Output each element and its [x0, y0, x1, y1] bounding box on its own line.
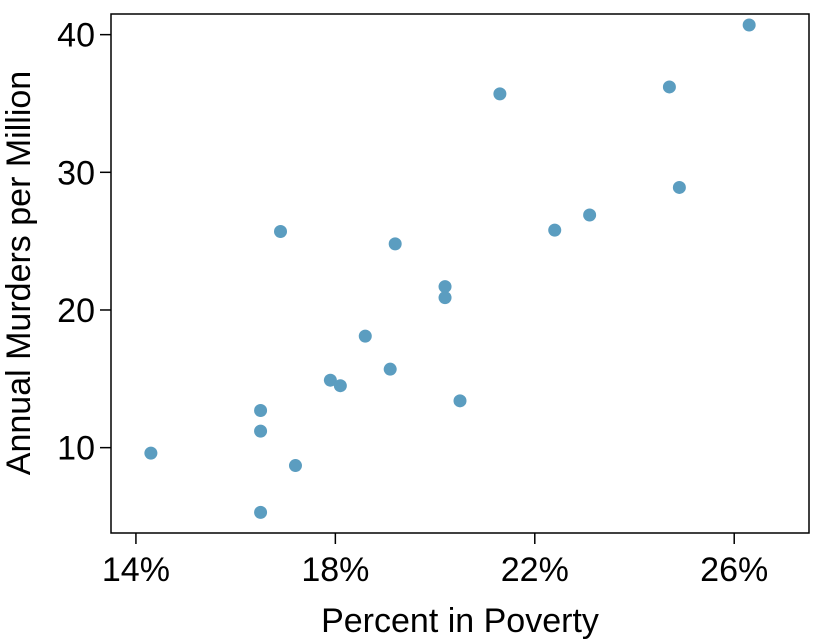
- y-tick-label: 30: [57, 154, 95, 192]
- data-point: [438, 291, 452, 305]
- data-point: [274, 225, 288, 239]
- data-point: [254, 424, 268, 438]
- data-point: [383, 362, 397, 376]
- data-point: [742, 18, 756, 32]
- y-tick-label: 40: [57, 17, 95, 55]
- data-points: [144, 18, 756, 519]
- data-point: [333, 379, 347, 393]
- data-point: [388, 237, 402, 251]
- data-point: [548, 223, 562, 237]
- data-point: [493, 87, 507, 101]
- data-point: [662, 80, 676, 94]
- data-point: [672, 180, 686, 194]
- data-point: [583, 208, 597, 222]
- data-point: [358, 329, 372, 343]
- data-point: [453, 394, 467, 408]
- data-point: [288, 459, 302, 473]
- data-point: [323, 373, 337, 387]
- x-tick-label: 22%: [501, 551, 569, 589]
- plot-area-frame: [110, 13, 810, 534]
- y-tick-label: 10: [57, 430, 95, 468]
- data-point: [144, 446, 158, 460]
- data-point: [254, 505, 268, 519]
- x-axis: 14% 18% 22% 26%: [102, 533, 768, 589]
- y-axis-label: Annual Murders per Million: [0, 71, 38, 475]
- x-tick-label: 14%: [102, 551, 170, 589]
- x-tick-label: 18%: [301, 551, 369, 589]
- y-axis: 10 20 30 40: [57, 17, 111, 468]
- y-tick-label: 20: [57, 292, 95, 330]
- data-point: [438, 280, 452, 294]
- x-tick-label: 26%: [700, 551, 768, 589]
- x-axis-label: Percent in Poverty: [321, 602, 599, 640]
- data-point: [254, 403, 268, 417]
